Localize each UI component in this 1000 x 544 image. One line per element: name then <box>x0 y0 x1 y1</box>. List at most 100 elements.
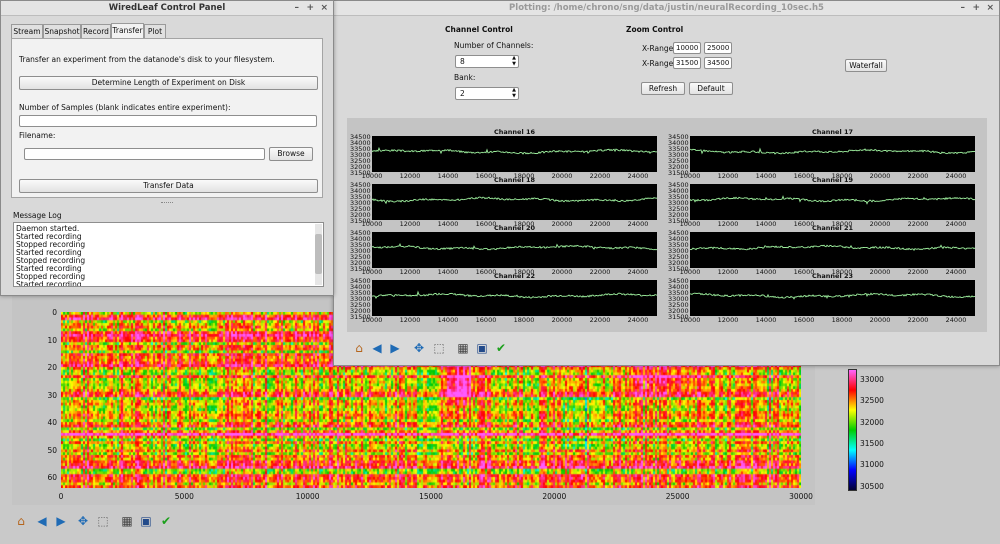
channel-plot[interactable] <box>372 280 657 316</box>
channel-y-tick-label: 33500 <box>668 289 689 297</box>
pan-icon[interactable]: ✥ <box>413 341 425 355</box>
channel-title: Channel 23 <box>812 272 853 280</box>
message-log-label: Message Log <box>13 211 62 220</box>
channel-y-tick-label: 33500 <box>668 193 689 201</box>
y-range-max-input[interactable]: 34500 <box>704 57 732 69</box>
channel-x-tick-label: 22000 <box>907 172 929 180</box>
channel-x-tick-label: 16000 <box>475 220 497 228</box>
back-icon[interactable]: ◀ <box>372 341 382 355</box>
channel-plot[interactable] <box>690 232 975 268</box>
browse-button[interactable]: Browse <box>269 147 313 161</box>
back-icon[interactable]: ◀ <box>37 514 47 528</box>
save-icon[interactable]: ▣ <box>476 341 488 355</box>
channel-control-heading: Channel Control <box>445 25 513 34</box>
channel-y-tick-label: 34000 <box>350 283 371 291</box>
channel-x-tick-label: 10000 <box>361 220 383 228</box>
tab-record[interactable]: Record <box>81 24 111 38</box>
channel-x-tick-label: 10000 <box>679 316 701 324</box>
channel-plot[interactable] <box>372 136 657 172</box>
channel-trace-svg <box>690 195 975 205</box>
message-log[interactable]: Daemon started. Started recording Stopped … <box>13 222 324 287</box>
tab-snapshot[interactable]: Snapshot <box>43 24 81 38</box>
message-log-scrollbar[interactable] <box>315 224 322 285</box>
home-icon[interactable]: ⌂ <box>355 341 363 355</box>
determine-length-button[interactable]: Determine Length of Experiment on Disk <box>19 76 318 90</box>
check-icon[interactable]: ✔ <box>495 341 507 355</box>
refresh-button[interactable]: Refresh <box>641 82 685 95</box>
x-range-min-input[interactable]: 10000 <box>673 42 701 54</box>
channel-x-tick-label: 12000 <box>717 220 739 228</box>
check-icon[interactable]: ✔ <box>160 514 172 528</box>
channel-x-tick-label: 18000 <box>831 316 853 324</box>
channel-x-tick-label: 18000 <box>831 268 853 276</box>
spin-arrows-icon[interactable]: ▲ ▼ <box>512 55 516 67</box>
bank-spinbox[interactable]: 2 ▲ ▼ <box>455 87 519 100</box>
splitter-handle[interactable] <box>161 202 173 204</box>
channel-x-tick-label: 16000 <box>793 316 815 324</box>
minimize-button[interactable]: – <box>294 3 300 13</box>
spin-arrows-icon[interactable]: ▲ ▼ <box>512 87 516 99</box>
plot-window: Plotting: /home/chrono/sng/data/justin/n… <box>333 0 1000 366</box>
channel-x-tick-label: 18000 <box>513 220 535 228</box>
forward-icon[interactable]: ▶ <box>56 514 66 528</box>
x-range-max-input[interactable]: 25000 <box>704 42 732 54</box>
channel-y-tick-label: 32000 <box>668 307 689 315</box>
num-channels-label: Number of Channels: <box>454 41 534 50</box>
heatmap-y-tick-label: 40 <box>47 418 57 428</box>
pan-icon[interactable]: ✥ <box>77 514 89 528</box>
channel-x-tick-label: 24000 <box>627 268 649 276</box>
channel-y-tick-label: 34000 <box>668 235 689 243</box>
y-range-min-input[interactable]: 31500 <box>673 57 701 69</box>
close-button[interactable]: × <box>986 3 994 13</box>
heatmap-x-tick-label: 25000 <box>665 492 690 501</box>
zoom-icon[interactable]: ⬚ <box>433 341 445 355</box>
forward-icon[interactable]: ▶ <box>390 341 400 355</box>
message-log-line: Started recording <box>16 264 82 273</box>
channel-y-tick-label: 32500 <box>350 205 371 213</box>
channel-plot[interactable] <box>690 280 975 316</box>
minimize-button[interactable]: – <box>960 3 966 13</box>
channel-y-tick-label: 34000 <box>350 235 371 243</box>
transfer-data-button[interactable]: Transfer Data <box>19 179 318 193</box>
channel-trace <box>690 195 975 205</box>
num-channels-spinbox[interactable]: 8 ▲ ▼ <box>455 55 519 68</box>
tab-stream[interactable]: Stream <box>11 24 43 38</box>
filename-input[interactable] <box>24 148 265 160</box>
channel-y-tick-label: 31500 <box>350 265 371 273</box>
channel-x-tick-label: 14000 <box>755 316 777 324</box>
channel-y-tick-label: 31500 <box>350 169 371 177</box>
channel-x-tick-label: 20000 <box>869 220 891 228</box>
channel-x-tick-label: 24000 <box>945 172 967 180</box>
maximize-button[interactable]: + <box>972 3 980 13</box>
default-button[interactable]: Default <box>689 82 733 95</box>
configure-icon[interactable]: ▦ <box>457 341 469 355</box>
channel-y-tick-label: 34500 <box>668 181 689 189</box>
channel-trace <box>690 244 975 251</box>
message-log-line: Stopped recording <box>16 240 86 249</box>
tab-transfer[interactable]: Transfer <box>111 23 144 39</box>
configure-icon[interactable]: ▦ <box>121 514 133 528</box>
channel-title: Channel 17 <box>812 128 853 136</box>
zoom-icon[interactable]: ⬚ <box>97 514 109 528</box>
tab-plot[interactable]: Plot <box>144 24 166 38</box>
channel-plot[interactable] <box>690 136 975 172</box>
home-icon[interactable]: ⌂ <box>17 514 25 528</box>
colorbar <box>848 369 857 491</box>
channel-plot[interactable] <box>372 184 657 220</box>
maximize-button[interactable]: + <box>306 3 314 13</box>
close-button[interactable]: × <box>320 3 328 13</box>
channel-plot[interactable] <box>372 232 657 268</box>
channel-y-tick-label: 33000 <box>668 199 689 207</box>
waterfall-button[interactable]: Waterfall <box>845 59 887 72</box>
channel-x-tick-label: 18000 <box>513 268 535 276</box>
scrollbar-thumb[interactable] <box>315 234 322 274</box>
save-icon[interactable]: ▣ <box>140 514 152 528</box>
control-panel-titlebar: WiredLeaf Control Panel – + × <box>1 1 333 16</box>
plot-window-titlebar: Plotting: /home/chrono/sng/data/justin/n… <box>334 1 999 16</box>
channel-x-tick-label: 10000 <box>361 316 383 324</box>
samples-input[interactable] <box>19 115 317 127</box>
channel-y-tick-label: 33500 <box>350 289 371 297</box>
channel-plot[interactable] <box>690 184 975 220</box>
channel-trace-svg <box>372 290 657 300</box>
message-log-line: Started recording <box>16 248 82 257</box>
